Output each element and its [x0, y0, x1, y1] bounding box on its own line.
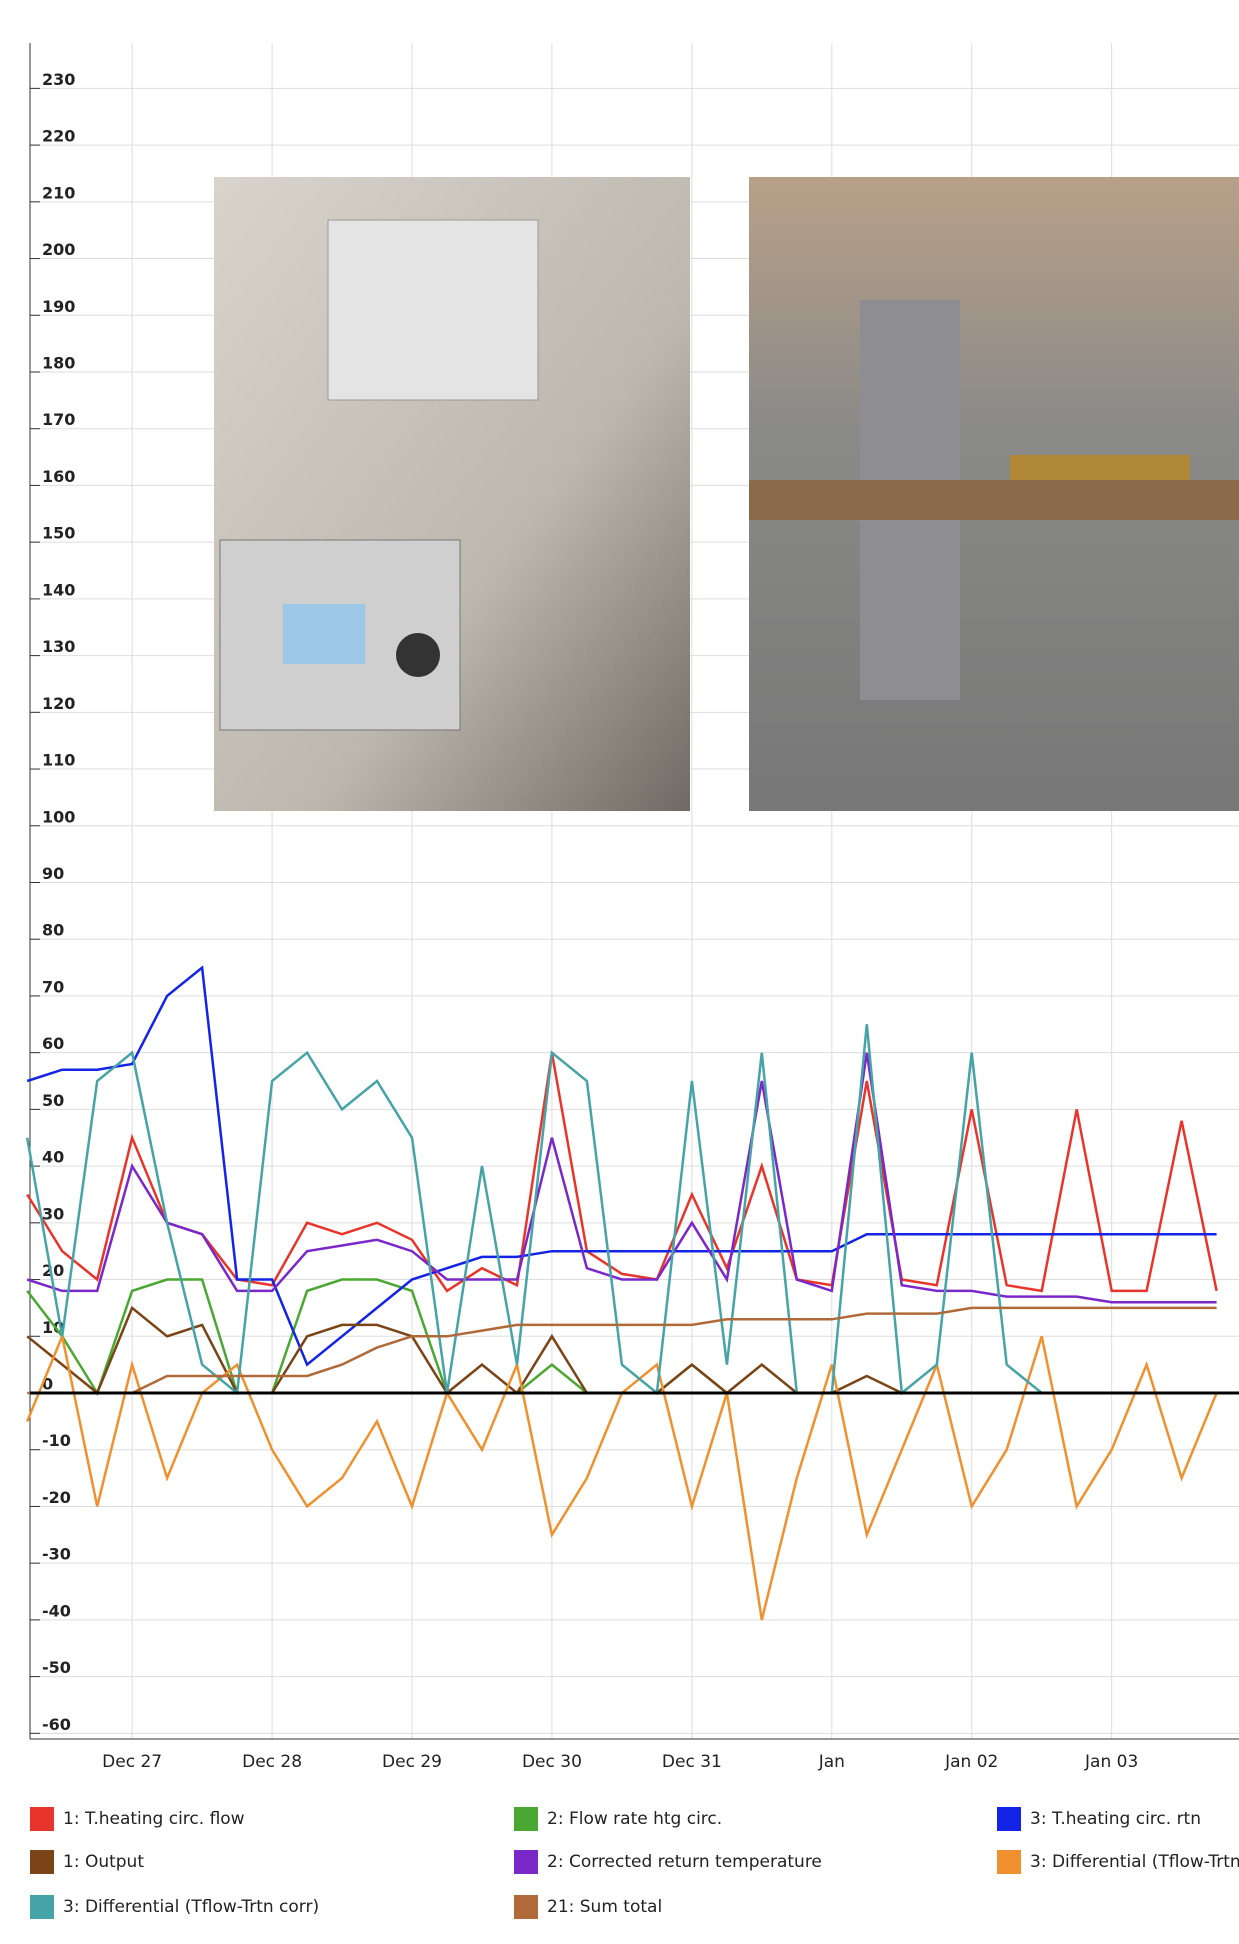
y-tick-label: 180: [42, 353, 75, 372]
x-tick-label: Dec 29: [382, 1752, 442, 1772]
legend-label: 2: Flow rate htg circ.: [547, 1809, 722, 1829]
y-tick-label: 70: [42, 977, 64, 996]
y-tick-label: 120: [42, 694, 75, 713]
legend-label: 3: T.heating circ. rtn: [1030, 1809, 1201, 1829]
x-tick-label: Dec 31: [662, 1752, 722, 1772]
y-tick-label: 60: [42, 1034, 64, 1053]
legend-swatch: [30, 1895, 54, 1919]
y-tick-label: 190: [42, 297, 75, 316]
y-tick-label: 100: [42, 807, 75, 826]
legend-label: 3: Differential (Tflow-Trtn): [1030, 1852, 1239, 1872]
series-line: [26, 1332, 1218, 1621]
y-tick-label: 40: [42, 1148, 64, 1167]
legend-swatch: [997, 1807, 1021, 1831]
y-tick-label: 220: [42, 127, 75, 146]
y-tick-label: -40: [42, 1601, 71, 1620]
legend-swatch: [30, 1850, 54, 1874]
y-tick-label: 150: [42, 524, 75, 543]
y-tick-label: 90: [42, 864, 64, 883]
y-tick-label: 0: [42, 1374, 53, 1393]
legend-label: 2: Corrected return temperature: [547, 1852, 822, 1872]
x-tick-label: Jan 03: [1084, 1752, 1138, 1772]
x-tick-label: Dec 30: [522, 1752, 582, 1772]
y-tick-label: 30: [42, 1204, 64, 1223]
legend-label: 1: Output: [63, 1852, 144, 1872]
photo-controller: [214, 177, 690, 811]
y-tick-label: -20: [42, 1488, 71, 1507]
legend: 1: T.heating circ. flow 2: Flow rate htg …: [30, 1807, 1239, 1919]
plot: 2302202102001901801701601501401301201101…: [25, 43, 1239, 1772]
series-line: [26, 965, 1217, 1367]
y-tick-label: -60: [42, 1715, 71, 1734]
x-tick-label: Dec 28: [242, 1752, 302, 1772]
y-tick-label: -10: [42, 1431, 71, 1450]
x-tick-label: Dec 27: [102, 1752, 162, 1772]
y-tick-label: 50: [42, 1091, 64, 1110]
legend-swatch: [514, 1807, 538, 1831]
legend-label: 1: T.heating circ. flow: [63, 1809, 245, 1829]
legend-swatch: [997, 1850, 1021, 1874]
y-tick-label: 200: [42, 240, 75, 259]
y-tick-label: 230: [42, 70, 75, 89]
legend-label: 21: Sum total: [547, 1897, 662, 1917]
legend-swatch: [514, 1850, 538, 1874]
y-tick-label: 20: [42, 1261, 64, 1280]
y-tick-label: 140: [42, 580, 75, 599]
y-tick-label: -50: [42, 1658, 71, 1677]
series-line: [27, 1306, 1217, 1395]
legend-swatch: [30, 1807, 54, 1831]
x-tick-label: Jan: [818, 1752, 845, 1772]
y-tick-label: 80: [42, 921, 64, 940]
legend-swatch: [514, 1895, 538, 1919]
y-tick-label: 160: [42, 467, 75, 486]
series-line: [25, 1024, 1217, 1396]
y-tick-label: 130: [42, 637, 75, 656]
y-tick-label: 110: [42, 751, 75, 770]
photo-pipes: [749, 177, 1239, 811]
y-tick-label: 210: [42, 183, 75, 202]
series-line: [26, 1052, 1217, 1304]
series-line: [26, 1052, 1218, 1293]
x-tick-label: Jan 02: [944, 1752, 998, 1772]
y-tick-label: -30: [42, 1545, 71, 1564]
legend-label: 3: Differential (Tflow-Trtn corr): [63, 1897, 319, 1917]
y-tick-label: 170: [42, 410, 75, 429]
